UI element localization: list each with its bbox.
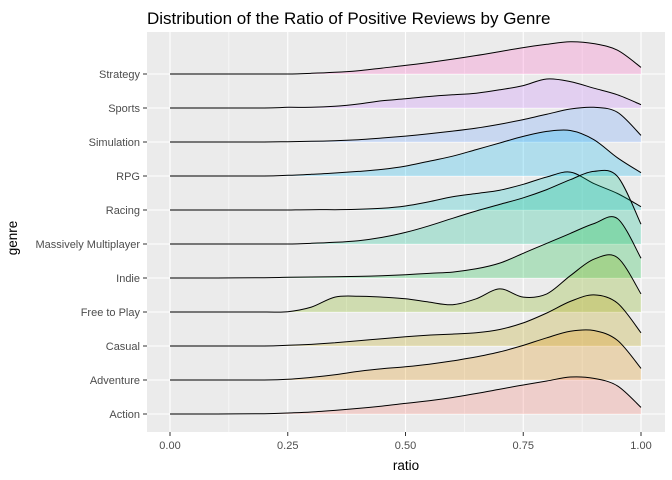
y-tick-label: Free to Play xyxy=(81,307,141,319)
x-axis-title: ratio xyxy=(393,458,419,473)
ridge-line-massively-multiplayer xyxy=(170,169,642,245)
ridge-area-sports xyxy=(170,78,641,109)
y-tick-label: Simulation xyxy=(89,137,140,149)
x-tick-label: 1.00 xyxy=(630,440,651,452)
y-axis-ticks: Action Adventure Casual Free to Play Indie Ma… xyxy=(35,69,147,421)
ridge-line-action xyxy=(169,376,642,415)
ridge-area-massively-multiplayer xyxy=(170,170,641,245)
x-tick-label: 0.75 xyxy=(513,440,534,452)
y-tick-label: Adventure xyxy=(90,375,140,387)
ridge-line-rpg xyxy=(169,129,642,177)
x-tick-label: 0.00 xyxy=(159,440,180,452)
ridges xyxy=(169,41,642,415)
y-axis-title: genre xyxy=(5,221,20,256)
ridge-line-free-to-play xyxy=(169,254,642,313)
y-tick-label: Casual xyxy=(106,341,140,353)
y-tick-label: Sports xyxy=(108,103,140,115)
ridge-line-strategy xyxy=(170,41,642,75)
y-tick-label: Massively Multiplayer xyxy=(35,239,140,251)
ridge-area-racing xyxy=(170,171,641,211)
ridge-line-sports xyxy=(169,78,642,109)
ridge-line-indie xyxy=(169,216,642,279)
ridge-area-adventure xyxy=(170,329,641,381)
ridge-area-strategy xyxy=(170,41,641,75)
y-tick-label: Racing xyxy=(106,205,140,217)
y-tick-label: Action xyxy=(109,409,140,421)
ridge-area-free-to-play xyxy=(170,254,641,313)
y-tick-label: Strategy xyxy=(99,69,140,81)
ridge-line-simulation xyxy=(170,106,642,143)
y-tick-label: Indie xyxy=(116,273,140,285)
x-tick-label: 0.50 xyxy=(395,440,416,452)
ridge-area-simulation xyxy=(170,107,641,143)
chart-title: Distribution of the Ratio of Positive Re… xyxy=(147,9,550,28)
ridge-line-adventure xyxy=(169,329,642,381)
ridge-area-casual xyxy=(170,294,641,347)
ridge-area-action xyxy=(170,376,641,415)
x-axis-ticks: 0.00 0.25 0.50 0.75 1.00 xyxy=(159,432,652,452)
ridge-area-rpg xyxy=(170,129,641,177)
x-tick-label: 0.25 xyxy=(277,440,298,452)
ridge-line-racing xyxy=(169,171,642,211)
ridge-area-indie xyxy=(170,216,641,279)
y-tick-label: RPG xyxy=(116,171,140,183)
ridge-line-casual xyxy=(170,294,642,347)
